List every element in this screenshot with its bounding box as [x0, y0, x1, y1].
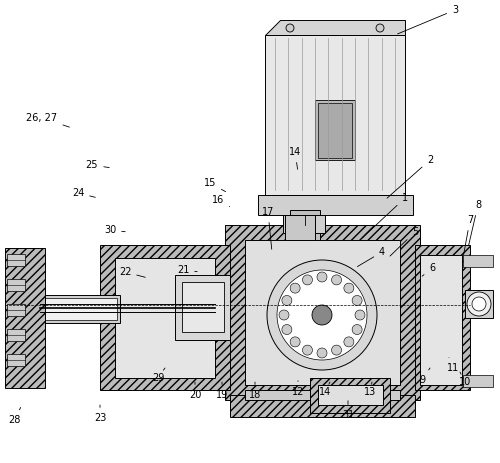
Circle shape	[286, 24, 294, 32]
Polygon shape	[265, 20, 405, 35]
Circle shape	[472, 297, 486, 311]
Text: 5: 5	[390, 227, 418, 256]
Bar	[182, 282, 224, 332]
Circle shape	[302, 345, 312, 355]
Bar	[100, 245, 230, 390]
Text: 26, 27: 26, 27	[26, 113, 70, 127]
Bar	[225, 225, 420, 400]
Text: 12: 12	[292, 381, 304, 397]
Circle shape	[332, 345, 342, 355]
Bar	[245, 390, 400, 400]
Circle shape	[467, 292, 491, 316]
Bar	[265, 35, 405, 195]
Text: 18: 18	[249, 382, 261, 400]
Circle shape	[302, 275, 312, 285]
Text: 17: 17	[262, 207, 274, 249]
Circle shape	[277, 270, 367, 360]
Bar	[7, 279, 25, 291]
Circle shape	[344, 283, 354, 293]
Text: 23: 23	[94, 405, 106, 423]
Bar	[318, 385, 383, 405]
Circle shape	[282, 325, 292, 335]
Text: 8: 8	[468, 200, 481, 245]
Circle shape	[344, 337, 354, 347]
Bar	[5, 248, 45, 388]
Bar	[45, 298, 117, 320]
Text: 29: 29	[152, 368, 165, 383]
Text: 22: 22	[119, 267, 146, 277]
Bar	[115, 258, 215, 378]
Circle shape	[355, 310, 365, 320]
Bar	[315, 100, 355, 160]
Text: 11: 11	[447, 357, 459, 373]
Text: 25: 25	[86, 160, 110, 170]
Circle shape	[312, 305, 332, 325]
Bar	[40, 295, 120, 323]
Text: 1: 1	[362, 193, 408, 238]
Text: 15: 15	[204, 178, 226, 192]
Bar	[415, 245, 470, 390]
Text: 28: 28	[8, 407, 20, 425]
Circle shape	[290, 283, 300, 293]
Circle shape	[317, 348, 327, 358]
Circle shape	[352, 295, 362, 306]
Bar	[245, 240, 400, 385]
Text: 13: 13	[364, 382, 376, 397]
Bar	[175, 275, 230, 340]
Circle shape	[317, 272, 327, 282]
Circle shape	[290, 337, 300, 347]
Text: 16: 16	[212, 195, 230, 206]
Circle shape	[267, 260, 377, 370]
Bar	[463, 255, 493, 267]
Circle shape	[279, 310, 289, 320]
Text: 31: 31	[342, 401, 354, 420]
Text: 19: 19	[216, 382, 228, 400]
Text: 10: 10	[459, 372, 471, 387]
Bar	[285, 215, 315, 240]
Bar	[290, 210, 320, 240]
Bar	[7, 329, 25, 341]
Bar	[7, 254, 25, 266]
Circle shape	[376, 24, 384, 32]
Bar	[463, 375, 493, 387]
Bar	[420, 255, 462, 385]
Bar	[7, 304, 25, 316]
Bar	[258, 195, 413, 215]
Text: 9: 9	[419, 368, 430, 385]
Text: 2: 2	[387, 155, 433, 198]
Circle shape	[282, 295, 292, 306]
Circle shape	[332, 275, 342, 285]
Bar	[283, 215, 325, 233]
Text: 24: 24	[72, 188, 96, 198]
Bar	[310, 378, 390, 413]
Bar	[7, 354, 25, 366]
Text: 3: 3	[398, 5, 458, 34]
Bar	[465, 290, 493, 318]
Text: 21: 21	[177, 265, 197, 275]
Text: 4: 4	[358, 247, 385, 267]
Text: 6: 6	[422, 263, 435, 276]
Text: 20: 20	[189, 382, 201, 400]
Circle shape	[352, 325, 362, 335]
Bar	[318, 103, 352, 158]
Text: 14: 14	[289, 147, 301, 169]
Bar	[230, 395, 415, 417]
Text: 7: 7	[464, 215, 473, 255]
Text: 30: 30	[104, 225, 125, 235]
Text: 14: 14	[319, 382, 331, 397]
